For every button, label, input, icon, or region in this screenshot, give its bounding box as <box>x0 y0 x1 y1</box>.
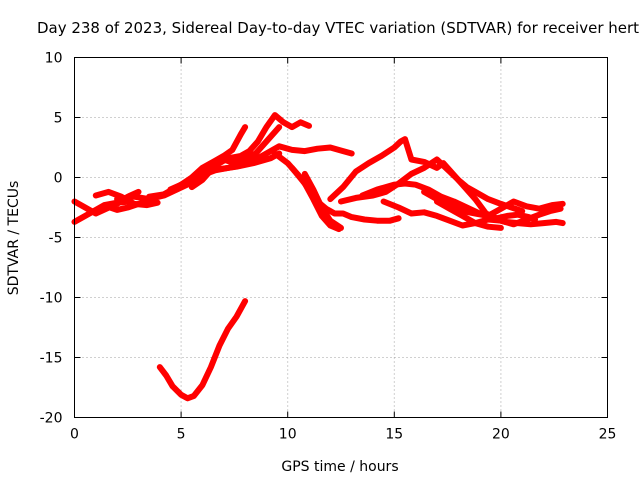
plot-frame <box>74 57 608 418</box>
y-axis-label: SDTVAR / TECUs <box>6 181 22 296</box>
y-tick-label: -10 <box>40 291 63 307</box>
series-line-sat-l <box>301 170 344 231</box>
x-tick-label: 15 <box>385 427 403 443</box>
x-tick-label: 10 <box>279 427 297 443</box>
x-tick-label: 5 <box>177 427 186 443</box>
y-tick-label: 0 <box>54 171 63 187</box>
series-line-sat-k <box>289 164 342 233</box>
y-tick-label: -5 <box>49 231 63 247</box>
series-line-sat-d <box>103 198 153 213</box>
series-line-sat-m <box>327 136 538 223</box>
axis-layer: 0 5 10 15 20 25 -20 -15 -10 -5 0 5 10 <box>40 51 617 443</box>
series-line-sat-b <box>71 198 133 225</box>
y-tick-label: -20 <box>40 411 63 427</box>
grid-layer <box>74 57 608 418</box>
series-line-sat-q <box>421 188 566 219</box>
x-tick-label: 0 <box>70 427 79 443</box>
series-line-sat-r <box>433 198 504 231</box>
x-tick-label: 25 <box>599 427 617 443</box>
y-tick-label: 10 <box>45 51 63 67</box>
chart-title: Day 238 of 2023, Sidereal Day-to-day VTE… <box>37 19 639 37</box>
y-tick-label: -15 <box>40 351 63 367</box>
series-line-sat-i <box>199 150 283 175</box>
x-axis-label: GPS time / hours <box>281 459 398 475</box>
series-line-sat-g <box>167 124 249 193</box>
series-layer <box>71 112 566 402</box>
series-line-sat-h <box>188 124 283 191</box>
series-line-sat-n <box>338 156 526 215</box>
x-tick-label: 20 <box>492 427 510 443</box>
series-line-sat-o <box>359 180 566 228</box>
y-tick-label: 5 <box>54 111 63 127</box>
series-line-sat-s <box>156 298 249 402</box>
